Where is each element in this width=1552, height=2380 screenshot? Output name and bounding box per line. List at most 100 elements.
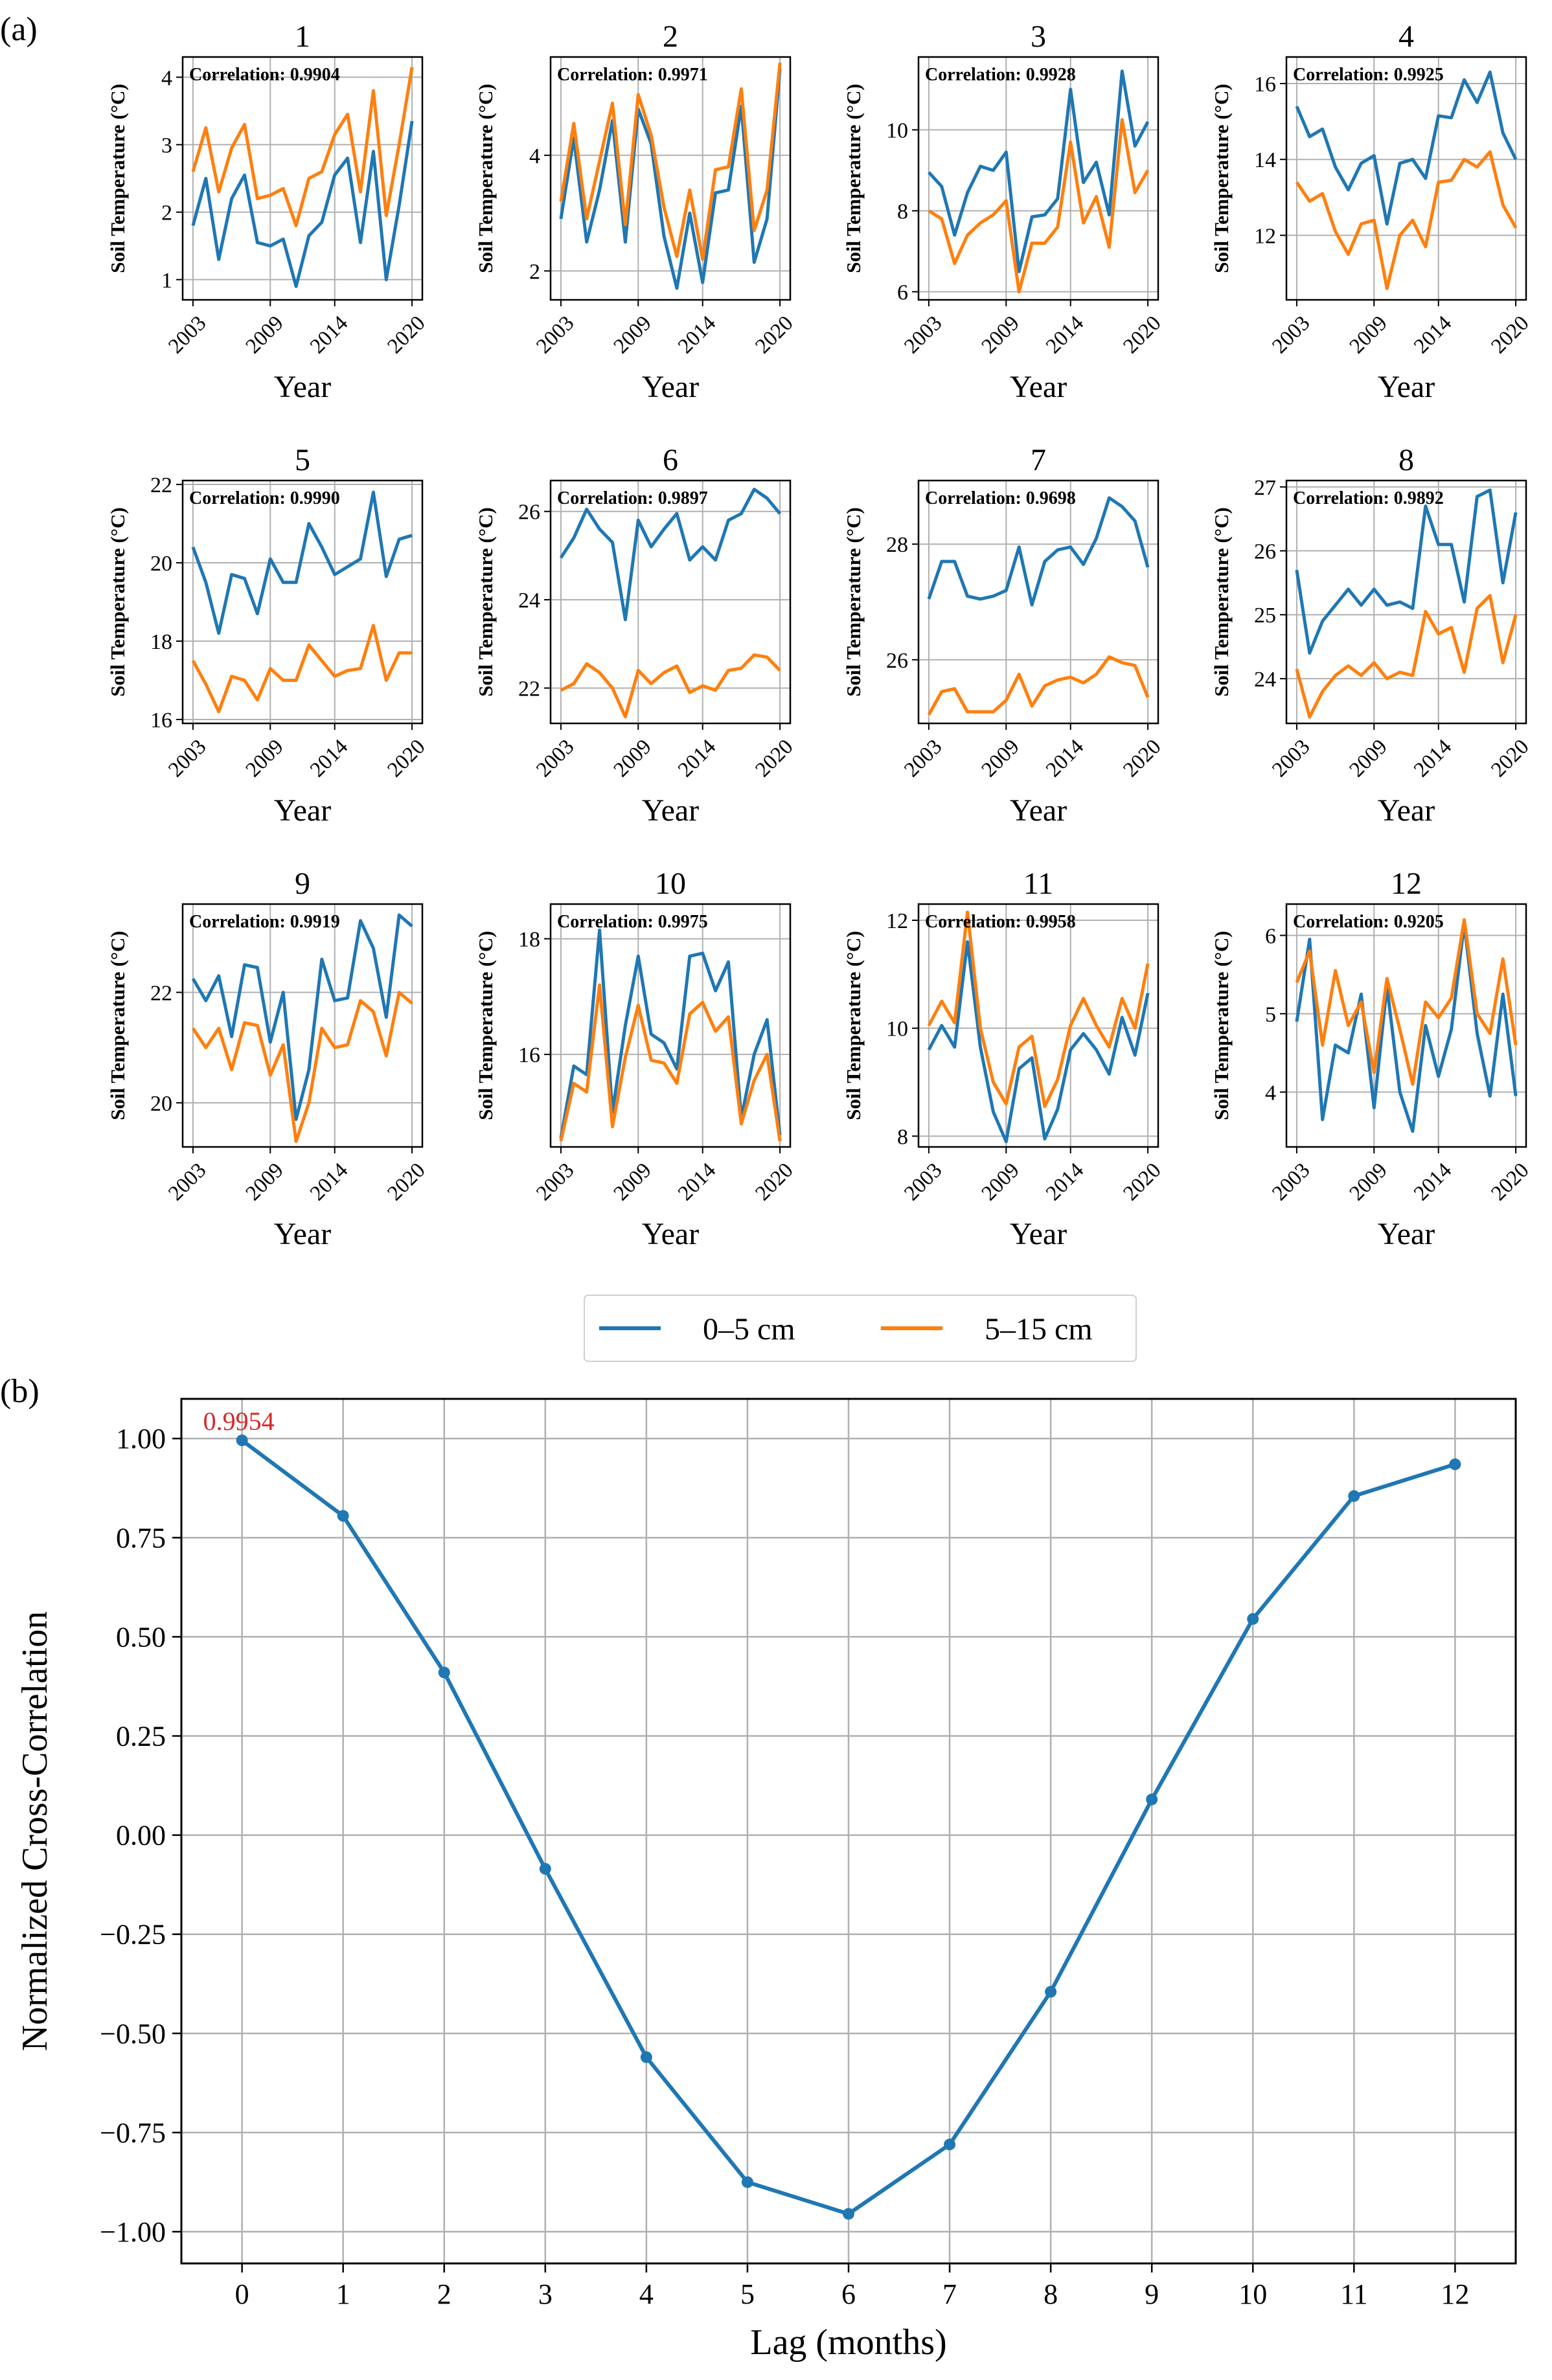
x-tick-label-2014: 2014 bbox=[306, 312, 352, 358]
y-tick-label-18: 18 bbox=[518, 928, 540, 952]
panel-b-cross-correlation: 0 1 2 3 4 5 6 7 8 9 10 11 12−1.00−0.75−0.50−0.250.00… bbox=[15, 1398, 1517, 2363]
y-axis-label: Soil Temperature (°C) bbox=[106, 931, 129, 1120]
y-tick-label-4: 4 bbox=[161, 66, 172, 90]
y-axis-label: Soil Temperature (°C) bbox=[106, 507, 129, 697]
y-tick-label-10: 10 bbox=[886, 1017, 908, 1041]
series-line-5-15cm bbox=[560, 653, 781, 719]
x-tick-label-2009: 2009 bbox=[610, 1159, 656, 1205]
y-tick-label-1.00: 1.00 bbox=[116, 1423, 166, 1455]
x-tick-label-2009: 2009 bbox=[610, 312, 656, 358]
correlation-annotation: Correlation: 0.9990 bbox=[189, 488, 340, 508]
y-tick-label-8: 8 bbox=[897, 200, 908, 224]
y-tick-label-1: 1 bbox=[161, 269, 172, 293]
y-tick-label-6: 6 bbox=[1265, 924, 1276, 948]
x-tick-label-2014: 2014 bbox=[1409, 1159, 1456, 1205]
x-tick-label-2009: 2009 bbox=[977, 735, 1024, 782]
x-tick-label-2009: 2009 bbox=[977, 1159, 1024, 1205]
correlation-annotation: Correlation: 0.9975 bbox=[557, 912, 708, 932]
subplot-frame bbox=[1285, 903, 1527, 1148]
subplot-frame bbox=[917, 479, 1159, 725]
subplot-title: 5 bbox=[295, 443, 310, 477]
peak-annotation: 0.9954 bbox=[203, 1407, 275, 1436]
series-line-5-15cm bbox=[927, 911, 1150, 1108]
x-tick-label-9: 9 bbox=[1145, 2278, 1159, 2310]
x-tick-label-11: 11 bbox=[1340, 2278, 1367, 2310]
y-tick-label-24: 24 bbox=[518, 589, 540, 613]
y-axis-label: Soil Temperature (°C) bbox=[842, 931, 865, 1120]
x-tick-label-2020: 2020 bbox=[1487, 735, 1533, 782]
series-line-5-15cm bbox=[559, 62, 782, 261]
series-line-0-5cm bbox=[927, 940, 1150, 1144]
series-line-5-15cm bbox=[559, 983, 782, 1142]
y-tick-label-25: 25 bbox=[1254, 604, 1276, 628]
x-tick-label-2003: 2003 bbox=[1268, 735, 1314, 782]
correlation-annotation: Correlation: 0.9904 bbox=[189, 65, 340, 85]
y-tick-label-26: 26 bbox=[886, 649, 908, 673]
subplot-month-8: 2003 2009 2014 2020 24 25 26 27 8 Correlation: 0.… bbox=[1210, 443, 1534, 828]
cross-correlation-point-lag-4 bbox=[640, 2051, 652, 2063]
x-axis-label: Year bbox=[642, 793, 699, 828]
subplot-title: 12 bbox=[1391, 867, 1422, 901]
y-tick-label-−0.25: −0.25 bbox=[100, 1919, 166, 1951]
series-line-0-5cm bbox=[927, 496, 1150, 607]
x-axis-label: Year bbox=[642, 370, 699, 404]
subplot-month-3: 2003 2009 2014 2020 6 8 10 3 Correlation: 0.9928… bbox=[842, 19, 1166, 404]
series-line-0-5cm bbox=[1295, 488, 1518, 655]
subplot-title: 8 bbox=[1398, 443, 1414, 477]
y-tick-label-28: 28 bbox=[886, 533, 908, 557]
y-tick-label-−0.50: −0.50 bbox=[100, 2018, 166, 2050]
y-tick-label-0.25: 0.25 bbox=[116, 1721, 166, 1752]
x-axis-label: Lag (months) bbox=[750, 2322, 946, 2363]
y-tick-label-−0.75: −0.75 bbox=[100, 2117, 166, 2149]
subplot-title: 6 bbox=[663, 443, 678, 477]
y-tick-label-12: 12 bbox=[1254, 224, 1276, 248]
x-tick-label-2003: 2003 bbox=[900, 312, 946, 358]
correlation-annotation: Correlation: 0.9928 bbox=[925, 65, 1076, 85]
series-line-5-15cm bbox=[928, 118, 1150, 293]
y-tick-label-4: 4 bbox=[1265, 1081, 1276, 1105]
subplot-title: 1 bbox=[295, 19, 310, 54]
y-tick-label-4: 4 bbox=[529, 144, 540, 168]
y-tick-label-22: 22 bbox=[518, 677, 540, 701]
x-tick-label-7: 7 bbox=[942, 2278, 957, 2310]
series-line-0-5cm bbox=[559, 68, 782, 290]
y-axis-label: Soil Temperature (°C) bbox=[1210, 84, 1233, 273]
cross-correlation-point-lag-10 bbox=[1247, 1613, 1259, 1625]
subplot-month-10: 2003 2009 2014 2020 16 18 10 Correlation: 0.997… bbox=[474, 867, 798, 1251]
y-tick-label-12: 12 bbox=[886, 909, 908, 933]
x-tick-label-2014: 2014 bbox=[306, 735, 352, 782]
y-tick-label-8: 8 bbox=[897, 1125, 908, 1149]
correlation-annotation: Correlation: 0.9958 bbox=[925, 912, 1076, 932]
x-tick-label-2009: 2009 bbox=[1345, 735, 1392, 782]
x-tick-label-2003: 2003 bbox=[164, 312, 211, 358]
y-tick-label-22: 22 bbox=[150, 981, 172, 1005]
subplot-title: 7 bbox=[1031, 443, 1046, 477]
x-tick-label-2009: 2009 bbox=[242, 735, 288, 782]
correlation-annotation: Correlation: 0.9919 bbox=[189, 912, 340, 932]
series-line-5-15cm bbox=[1295, 150, 1518, 290]
x-tick-label-2020: 2020 bbox=[1119, 735, 1165, 782]
correlation-annotation: Correlation: 0.9892 bbox=[1293, 488, 1444, 508]
subplot-frame bbox=[181, 903, 424, 1148]
y-axis-label: Soil Temperature (°C) bbox=[106, 84, 129, 273]
y-tick-label-0.75: 0.75 bbox=[116, 1522, 166, 1554]
x-tick-label-5: 5 bbox=[740, 2278, 755, 2310]
subplot-title: 3 bbox=[1031, 19, 1046, 54]
x-tick-label-3: 3 bbox=[538, 2278, 553, 2310]
series-line-5-15cm bbox=[191, 67, 414, 227]
cross-correlation-point-lag-2 bbox=[438, 1666, 450, 1679]
y-tick-label-0.50: 0.50 bbox=[116, 1621, 166, 1653]
series-line-0-5cm bbox=[559, 488, 782, 622]
legend-frame bbox=[584, 1295, 1137, 1362]
x-tick-label-2014: 2014 bbox=[674, 1159, 720, 1205]
series-line-5-15cm bbox=[1295, 918, 1518, 1086]
x-axis-label: Year bbox=[274, 1217, 331, 1251]
subplot-title: 10 bbox=[655, 867, 686, 901]
subplot-month-5: 2003 2009 2014 2020 16 18 20 22 5 Correlation: 0.… bbox=[106, 443, 430, 828]
x-tick-label-2020: 2020 bbox=[751, 312, 797, 358]
x-tick-label-2014: 2014 bbox=[674, 735, 720, 782]
series-line-5-15cm bbox=[1295, 594, 1518, 719]
correlation-annotation: Correlation: 0.9925 bbox=[1293, 65, 1444, 85]
series-line-0-5cm bbox=[191, 120, 414, 288]
